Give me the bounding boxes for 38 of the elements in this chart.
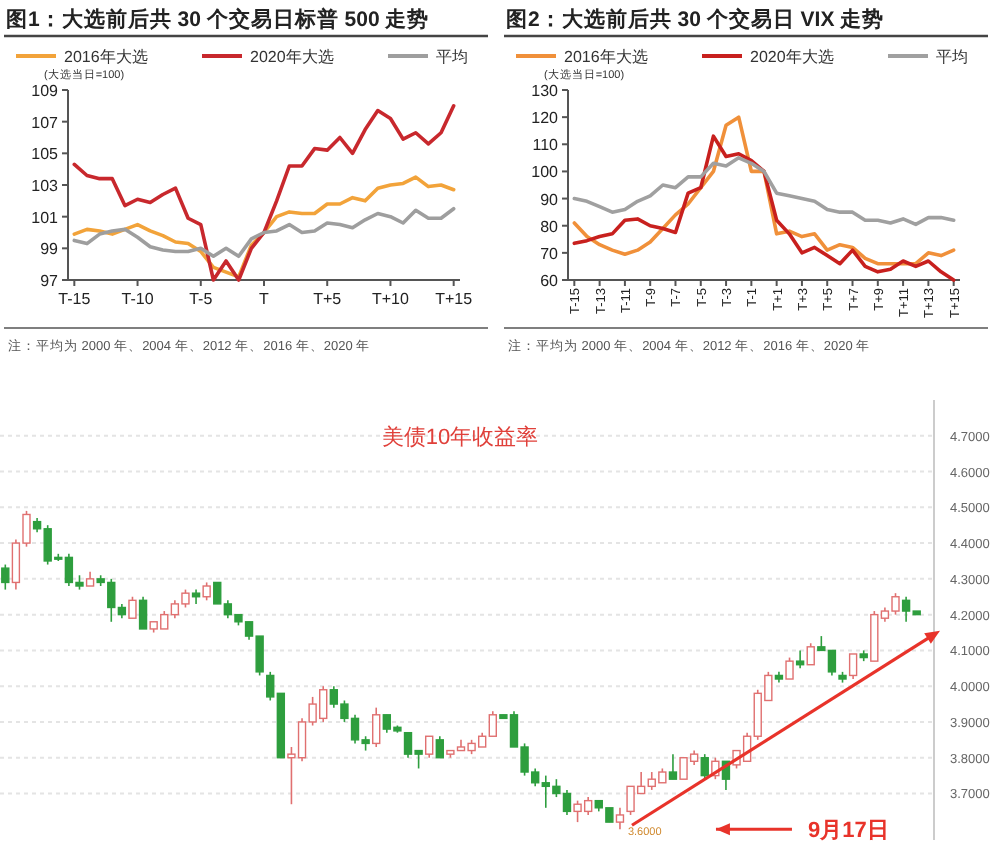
annotation: 9月17日 bbox=[807, 819, 889, 844]
line-series bbox=[72, 104, 456, 282]
text: 美债10年收益率 bbox=[381, 424, 539, 450]
y-tick-label: 130 bbox=[531, 82, 560, 100]
legend-label: 平均 bbox=[936, 48, 968, 66]
line-series bbox=[72, 175, 456, 279]
y-tick-label: 97 bbox=[40, 272, 60, 290]
x-tick-label: T-15 bbox=[58, 290, 92, 308]
y-tick-label: 107 bbox=[31, 113, 60, 132]
legend-label: 平均 bbox=[436, 48, 468, 66]
x-tick-label: T+10 bbox=[371, 290, 410, 308]
x-tick-label: T+15 bbox=[435, 290, 474, 308]
y-tick-label: 99 bbox=[40, 240, 60, 259]
line-series bbox=[72, 206, 456, 259]
legend-label: 2016年大选 bbox=[64, 48, 148, 66]
line-series bbox=[572, 156, 956, 227]
x-tick-label: T-10 bbox=[121, 290, 155, 308]
legend-label: 2020年大选 bbox=[250, 48, 334, 66]
y-tick-label: 105 bbox=[31, 145, 60, 164]
y-tick-label: 100 bbox=[531, 163, 560, 182]
legend-label: 2020年大选 bbox=[750, 48, 834, 66]
x-tick-label: T bbox=[259, 290, 270, 308]
line-series bbox=[572, 134, 956, 282]
y-tick-label: 110 bbox=[532, 136, 560, 155]
chart-title: 图2：大选前后共 30 个交易日 VIX 走势 bbox=[506, 6, 885, 32]
y-tick-label: 103 bbox=[31, 177, 60, 195]
chart-title: 图1：大选前后共 30 个交易日标普 500 走势 bbox=[6, 6, 430, 32]
y-tick-label: 101 bbox=[31, 208, 60, 227]
x-tick-label: T-5 bbox=[189, 290, 214, 308]
line-series bbox=[572, 115, 956, 266]
y-tick-label: 90 bbox=[540, 190, 560, 209]
legend-label: 2016年大选 bbox=[564, 48, 648, 66]
y-tick-label: 70 bbox=[540, 244, 560, 263]
y-tick-label: 60 bbox=[540, 272, 560, 290]
y-tick-label: 120 bbox=[531, 109, 560, 128]
x-tick-label: T+5 bbox=[313, 290, 343, 308]
y-tick-label: 80 bbox=[540, 217, 560, 236]
y-tick-label: 109 bbox=[31, 82, 60, 100]
